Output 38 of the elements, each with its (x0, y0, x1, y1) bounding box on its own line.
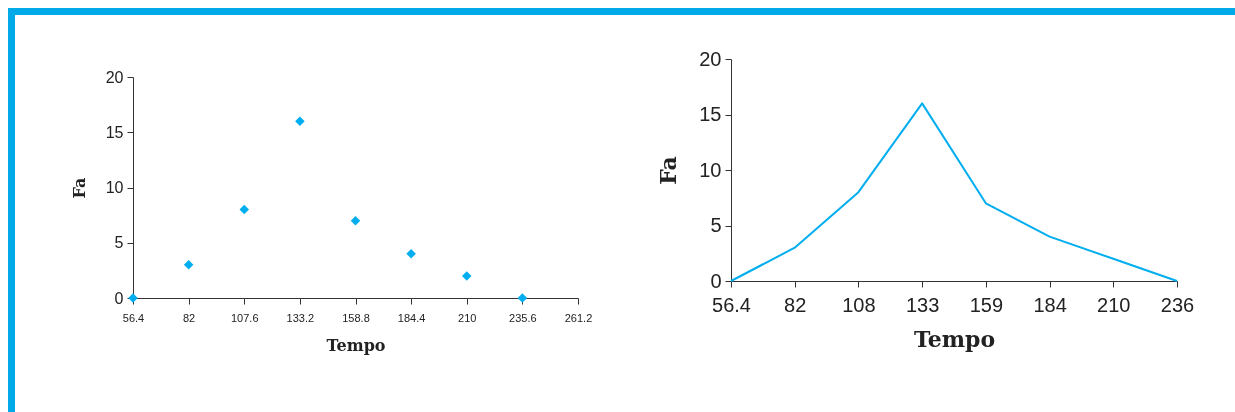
x-tick-label: 236 (1160, 293, 1195, 316)
point (406, 249, 416, 259)
x-tick-label: 159 (969, 293, 1004, 316)
x-axis-title: Tempo (913, 325, 996, 352)
x-tick-label: 184.4 (397, 311, 426, 324)
point (183, 260, 194, 270)
x-tick-label: 210 (458, 311, 477, 324)
x-tick-label: 133.2 (286, 311, 315, 324)
y-axis-title: Fa (655, 156, 682, 185)
y-tick-label: 0 (114, 289, 124, 307)
point (517, 293, 528, 303)
point (462, 271, 472, 281)
y-tick-label: 15 (699, 103, 722, 125)
y-tick-label: 5 (710, 214, 722, 236)
y-tick-label: 20 (105, 68, 124, 86)
x-axis-title: Tempo (326, 335, 386, 355)
x-tick-label: 56.4 (712, 293, 751, 316)
x-tick-label: 158.8 (342, 311, 370, 324)
y-axis-title: Fa (69, 177, 89, 199)
x-tick-label: 235.6 (509, 311, 537, 324)
y-tick-label: 15 (105, 123, 124, 141)
y-tick-label: 10 (699, 158, 722, 181)
point (350, 215, 361, 226)
x-tick-label: 261.2 (564, 311, 593, 324)
x-tick-label: 107.6 (230, 311, 259, 324)
x-tick-label: 82 (183, 311, 196, 324)
x-tick-label: 184 (1033, 293, 1067, 316)
y-tick-label: 10 (105, 179, 124, 196)
x-tick-label: 108 (842, 293, 876, 316)
x-tick-label: 133 (905, 293, 940, 316)
point (239, 204, 249, 215)
point (295, 116, 305, 126)
x-tick-label: 56.4 (122, 311, 145, 324)
y-tick-label: 5 (114, 234, 124, 252)
y-tick-label: 20 (699, 47, 722, 70)
x-tick-label: 210 (1097, 293, 1131, 316)
x-tick-label: 82 (784, 293, 807, 316)
y-tick-label: 0 (710, 269, 722, 292)
